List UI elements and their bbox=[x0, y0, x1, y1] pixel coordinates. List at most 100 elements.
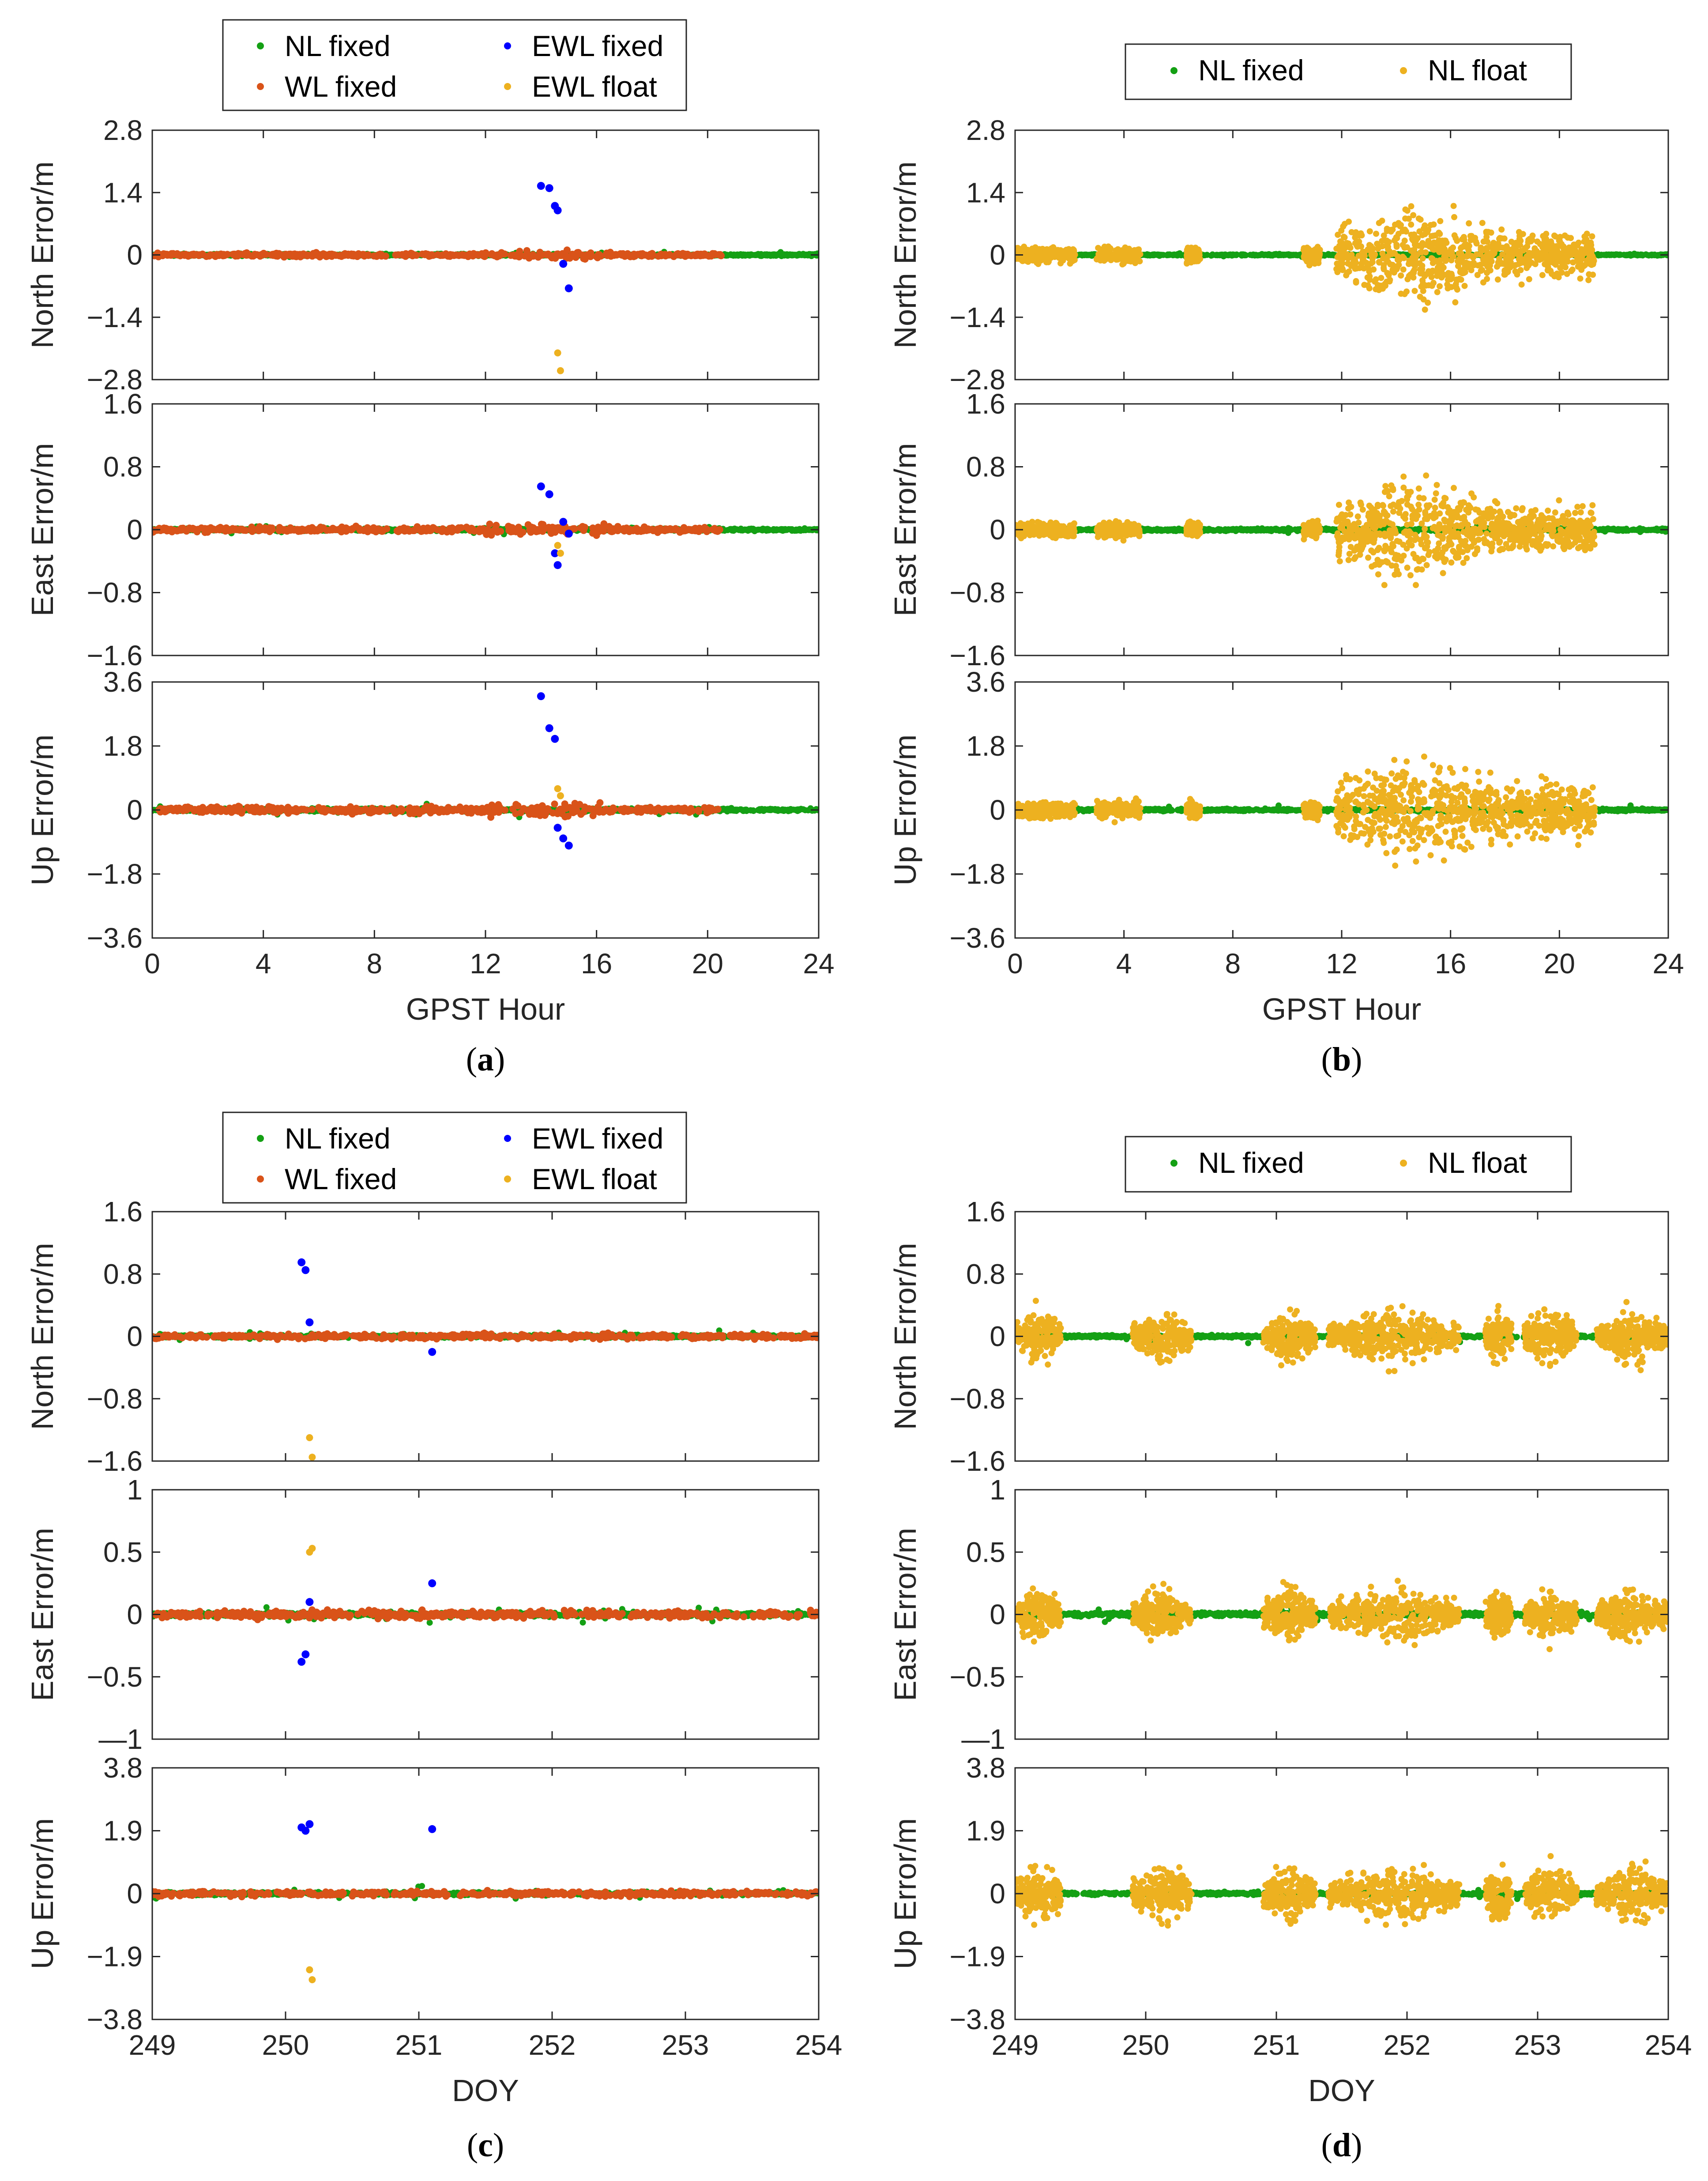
data-point bbox=[371, 527, 379, 535]
data-point bbox=[720, 806, 727, 812]
data-point bbox=[191, 526, 198, 533]
data-point bbox=[754, 252, 760, 258]
data-point bbox=[538, 806, 545, 813]
data-point bbox=[350, 252, 357, 260]
data-point bbox=[384, 806, 391, 814]
data-point bbox=[434, 526, 441, 534]
data-point bbox=[286, 250, 293, 258]
data-point bbox=[738, 252, 745, 258]
data-point bbox=[300, 806, 308, 813]
data-point bbox=[564, 284, 573, 293]
data-point bbox=[664, 526, 672, 533]
legend-label: NL float bbox=[1428, 54, 1527, 87]
data-point bbox=[359, 251, 367, 258]
x-axis-label: GPST Hour bbox=[406, 992, 565, 1026]
x-tick-label: 24 bbox=[803, 948, 834, 979]
data-point bbox=[316, 525, 323, 533]
data-point bbox=[571, 800, 579, 807]
x-tick-label: 4 bbox=[256, 948, 271, 979]
y-tick-label: −1.4 bbox=[87, 301, 143, 333]
data-point bbox=[395, 528, 402, 535]
data-point bbox=[174, 251, 181, 259]
subplot-a-3: 3.61.80−1.8−3.6Up Error/m bbox=[25, 666, 820, 954]
data-point bbox=[540, 526, 548, 533]
data-point bbox=[560, 804, 568, 812]
y-tick-label: 2.8 bbox=[103, 114, 143, 146]
data-point bbox=[798, 527, 805, 533]
data-point bbox=[160, 805, 167, 813]
legend-marker bbox=[504, 42, 511, 49]
data-point bbox=[467, 806, 475, 814]
legend-marker bbox=[504, 83, 511, 90]
data-point bbox=[609, 527, 617, 535]
data-point bbox=[714, 527, 721, 535]
legend-marker bbox=[257, 42, 264, 49]
legend-label: NL fixed bbox=[1198, 54, 1304, 87]
data-point bbox=[323, 527, 331, 534]
y-tick-label: −0.8 bbox=[87, 577, 143, 609]
y-tick-label: 1.4 bbox=[103, 177, 143, 208]
data-point bbox=[493, 522, 500, 529]
y-axis-label: North Error/m bbox=[25, 162, 60, 349]
data-point bbox=[786, 806, 793, 813]
data-point bbox=[335, 808, 342, 815]
data-point bbox=[527, 528, 534, 536]
y-tick-label: 0 bbox=[127, 514, 143, 546]
data-point bbox=[375, 251, 382, 259]
data-point bbox=[537, 182, 545, 190]
data-point bbox=[551, 735, 559, 743]
data-point bbox=[329, 524, 337, 532]
data-point bbox=[426, 527, 433, 534]
data-point bbox=[1253, 252, 1259, 258]
data-point bbox=[688, 807, 696, 815]
data-point bbox=[564, 813, 572, 820]
data-point bbox=[579, 523, 586, 530]
data-point bbox=[728, 805, 735, 811]
data-point bbox=[688, 527, 696, 534]
data-point bbox=[340, 526, 347, 533]
data-point bbox=[403, 526, 410, 533]
data-point bbox=[614, 523, 621, 530]
data-point bbox=[711, 251, 719, 258]
data-point bbox=[233, 526, 240, 533]
data-point bbox=[446, 806, 454, 814]
data-point bbox=[172, 805, 180, 813]
data-points bbox=[152, 482, 819, 569]
data-point bbox=[395, 251, 402, 259]
data-point bbox=[794, 252, 800, 259]
data-point bbox=[534, 253, 542, 261]
data-point bbox=[354, 808, 361, 815]
panel-caption: (a) bbox=[466, 1041, 505, 1078]
data-point bbox=[703, 527, 710, 535]
data-point bbox=[408, 250, 415, 257]
data-point bbox=[793, 806, 800, 813]
data-point bbox=[427, 252, 434, 259]
data-point bbox=[551, 800, 558, 808]
data-point bbox=[369, 808, 376, 816]
data-point bbox=[542, 810, 549, 817]
data-point bbox=[659, 806, 667, 814]
data-point bbox=[554, 785, 561, 792]
data-point bbox=[184, 251, 191, 259]
data-point bbox=[486, 520, 493, 528]
data-point bbox=[342, 809, 349, 816]
data-point bbox=[420, 524, 427, 532]
data-point bbox=[581, 256, 589, 263]
data-point bbox=[526, 810, 533, 818]
data-point bbox=[248, 526, 256, 533]
data-point bbox=[496, 252, 503, 260]
data-point bbox=[589, 529, 596, 537]
data-point bbox=[315, 251, 322, 259]
data-point bbox=[479, 252, 487, 260]
data-point bbox=[215, 805, 222, 812]
data-point bbox=[800, 251, 806, 258]
data-point bbox=[161, 250, 169, 258]
data-point bbox=[633, 251, 640, 258]
y-tick-label: −1.6 bbox=[87, 640, 143, 671]
data-point bbox=[762, 251, 768, 258]
data-point bbox=[308, 252, 316, 260]
data-point bbox=[634, 527, 641, 535]
